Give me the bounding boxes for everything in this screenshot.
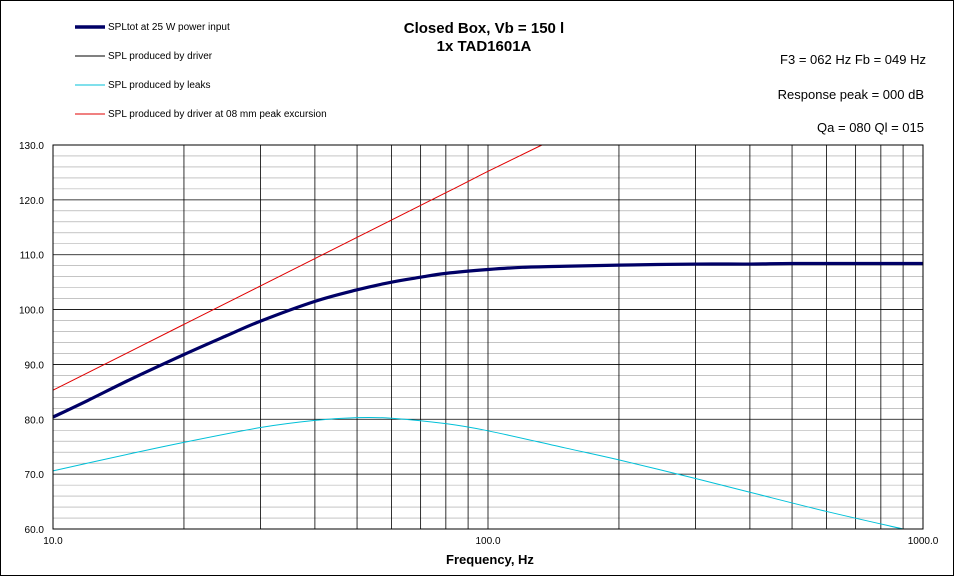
x-tick-label: 1000.0 xyxy=(908,536,939,547)
y-tick-label: 70.0 xyxy=(25,470,45,481)
x-tick-labels: 10.0 100.0 1000.0 xyxy=(43,536,938,547)
series-driver-excursion-line xyxy=(52,144,543,391)
series-spltot-line xyxy=(52,261,923,419)
x-tick-label: 100.0 xyxy=(475,536,500,547)
plot-border xyxy=(52,144,924,530)
annotation-f3-fb: F3 = 062 Hz Fb = 049 Hz xyxy=(780,52,926,67)
y-tick-label: 110.0 xyxy=(20,251,45,262)
legend-label-driver: SPL produced by driver xyxy=(108,51,213,62)
x-tick-label: 10.0 xyxy=(43,536,63,547)
annotation-response-peak: Response peak = 000 dB xyxy=(778,87,924,102)
grid-major xyxy=(53,145,923,529)
legend-label-excursion: SPL produced by driver at 08 mm peak exc… xyxy=(108,109,327,120)
annotation-qa-ql: Qa = 080 Ql = 015 xyxy=(817,120,924,135)
y-tick-label: 100.0 xyxy=(19,306,44,317)
y-tick-label: 80.0 xyxy=(25,415,45,426)
series-leaks-line xyxy=(52,416,904,530)
chart-subtitle: 1x TAD1601A xyxy=(437,38,532,55)
y-tick-label: 130.0 xyxy=(19,141,44,152)
y-tick-label: 90.0 xyxy=(25,360,45,371)
chart-title: Closed Box, Vb = 150 l xyxy=(404,20,564,37)
legend: SPLtot at 25 W power input SPL produced … xyxy=(75,22,327,120)
series-layer xyxy=(52,144,923,530)
y-tick-label: 60.0 xyxy=(25,525,45,536)
x-axis-label: Frequency, Hz xyxy=(446,552,534,567)
y-tick-labels: 60.0 70.0 80.0 90.0 100.0 110.0 120.0 130.0 xyxy=(19,141,44,536)
legend-label-leaks: SPL produced by leaks xyxy=(108,80,210,91)
y-tick-label: 120.0 xyxy=(19,196,44,207)
legend-label-spltot: SPLtot at 25 W power input xyxy=(108,22,230,33)
